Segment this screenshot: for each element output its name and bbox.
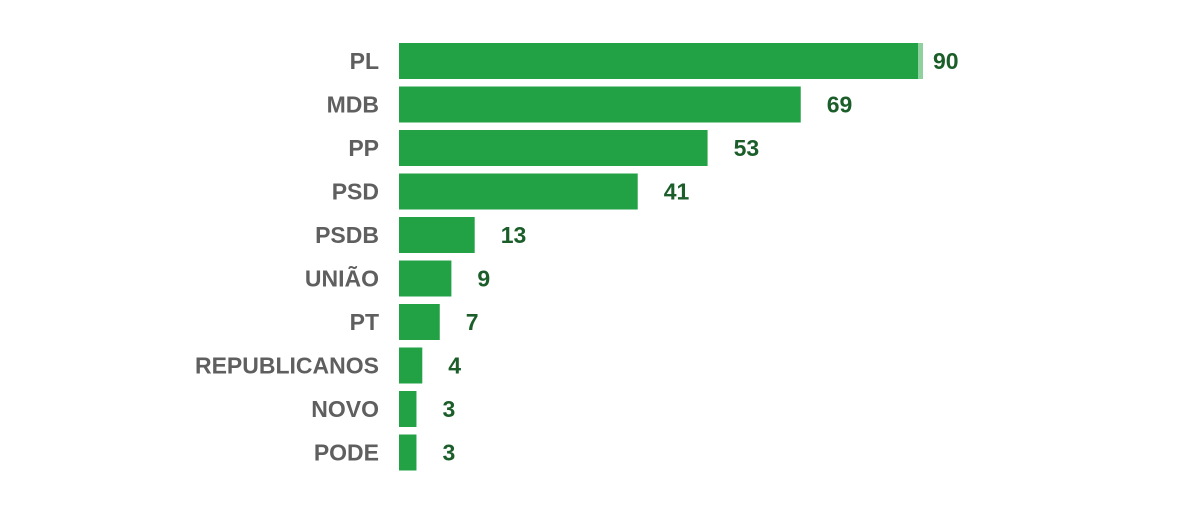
category-label-pode: PODE	[314, 440, 379, 466]
value-label-pl: 90	[933, 48, 959, 74]
bar-psdb	[399, 217, 475, 253]
bar-republicanos	[399, 347, 423, 384]
value-labels: 90 69 53 41 13 9 74 3 3	[442, 48, 958, 466]
category-label-uniao: UNIÃO	[305, 265, 379, 292]
bar-novo	[399, 391, 417, 427]
value-label-pp: 53	[734, 135, 760, 161]
category-labels: PL MDB PP PSD PSDB UNIÃO PT REPUBLICANOS NOVO POD…	[195, 48, 379, 466]
value-label-mdb: 69	[827, 92, 853, 118]
value-label-uniao: 9	[477, 266, 490, 292]
category-label-novo: NOVO	[311, 396, 379, 422]
value-label-pt: 7	[466, 309, 479, 335]
bar-pp	[399, 130, 708, 166]
bar-pt	[399, 304, 440, 340]
bar-highlight-edge	[918, 43, 923, 79]
value-label-psdb: 13	[501, 222, 527, 248]
category-label-republicanos: REPUBLICANOS	[195, 353, 379, 379]
category-label-pl: PL	[350, 48, 379, 74]
value-label-novo: 3	[442, 396, 455, 422]
bar-psd	[399, 173, 638, 210]
category-label-pt: PT	[350, 309, 379, 335]
category-label-pp: PP	[348, 135, 379, 161]
category-label-psdb: PSDB	[315, 222, 379, 248]
bar-pl	[399, 43, 923, 79]
value-label-psd: 41	[664, 179, 690, 205]
bars-layer	[399, 43, 923, 471]
bar-mdb	[399, 86, 801, 123]
category-label-mdb: MDB	[327, 92, 379, 118]
bar-uniao	[399, 260, 452, 297]
value-label-pode: 3	[442, 440, 455, 466]
category-label-psd: PSD	[332, 179, 379, 205]
bar-pode	[399, 434, 417, 471]
value-label-republicanos: 4	[448, 353, 461, 379]
